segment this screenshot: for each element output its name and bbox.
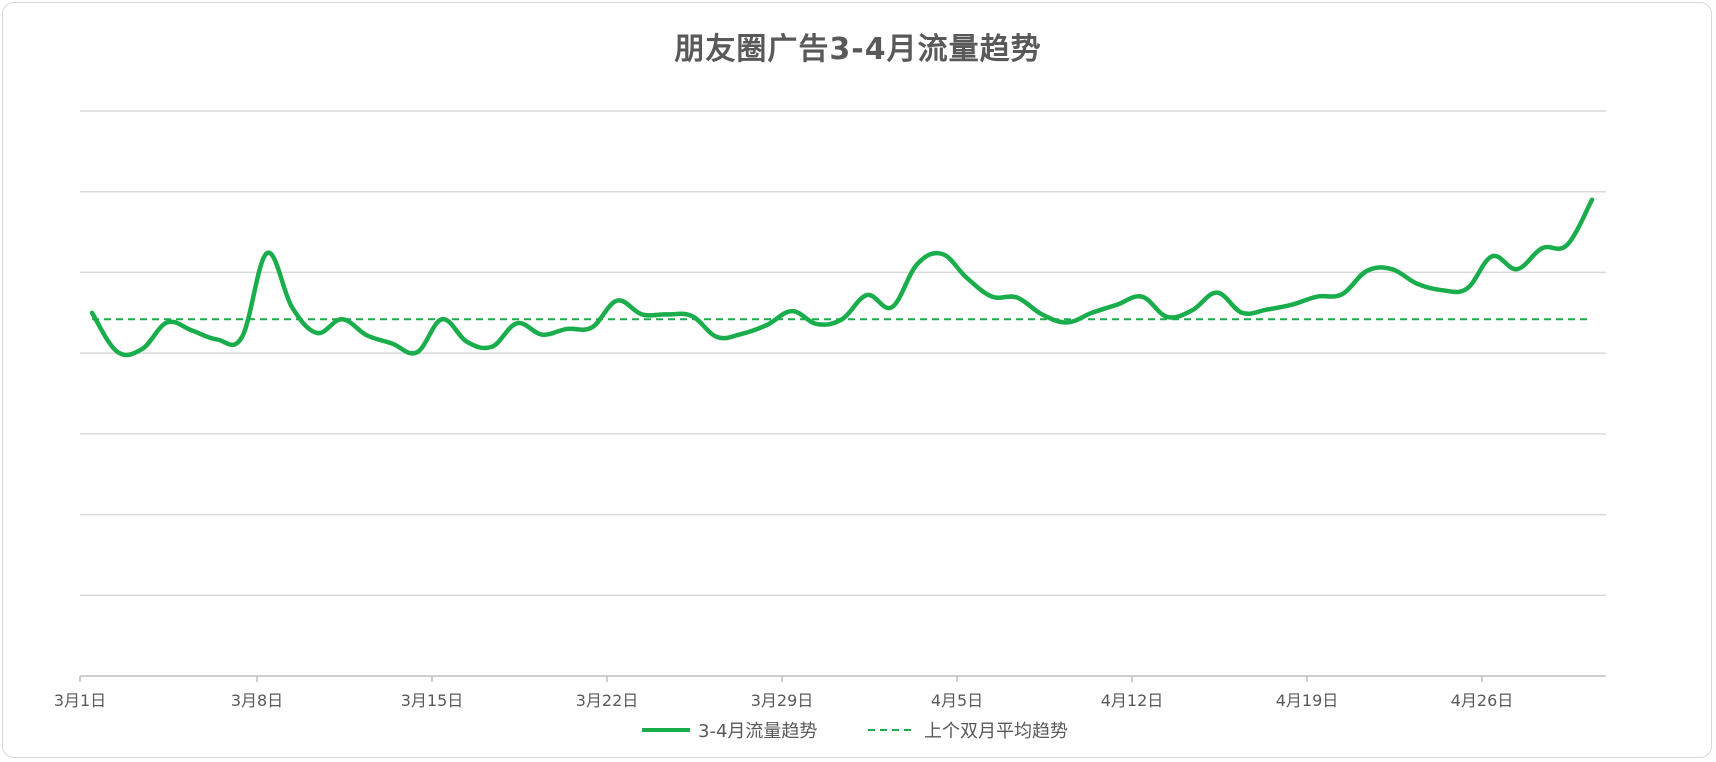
data-point bbox=[1090, 311, 1094, 315]
data-point bbox=[465, 340, 469, 344]
data-point bbox=[1540, 246, 1544, 250]
data-point bbox=[1515, 267, 1519, 271]
data-point bbox=[440, 317, 444, 321]
data-point bbox=[1565, 243, 1569, 247]
legend-item-previous[interactable]: 上个双月平均趋势 bbox=[866, 716, 1068, 744]
data-point bbox=[965, 276, 969, 280]
data-point bbox=[640, 312, 644, 316]
data-point bbox=[415, 350, 419, 354]
legend-label-previous: 上个双月平均趋势 bbox=[924, 721, 1068, 742]
data-point bbox=[1490, 254, 1494, 258]
data-point bbox=[1190, 308, 1194, 312]
data-point bbox=[290, 305, 294, 309]
gridlines bbox=[80, 110, 1606, 597]
data-point bbox=[890, 305, 894, 309]
data-point bbox=[90, 311, 94, 315]
data-point bbox=[340, 317, 344, 321]
legend-swatch-dashed bbox=[868, 729, 916, 731]
data-point bbox=[740, 332, 744, 336]
data-point bbox=[565, 327, 569, 331]
data-point bbox=[1115, 303, 1119, 307]
x-tick-label: 4月19日 bbox=[1276, 691, 1339, 710]
x-tick-label: 3月29日 bbox=[751, 691, 814, 710]
data-point bbox=[540, 333, 544, 337]
x-tick-label: 4月5日 bbox=[931, 691, 983, 710]
chart-title: 朋友圈广告3-4月流量趋势 bbox=[674, 32, 1042, 67]
data-point bbox=[165, 320, 169, 324]
data-point bbox=[1440, 288, 1444, 292]
data-point bbox=[1365, 269, 1369, 273]
data-point bbox=[315, 331, 319, 335]
x-tick-label: 3月22日 bbox=[576, 691, 639, 710]
data-point bbox=[115, 350, 119, 354]
data-point bbox=[1065, 320, 1069, 324]
x-tick-label: 3月1日 bbox=[54, 691, 106, 710]
data-point bbox=[665, 312, 669, 316]
data-point bbox=[815, 322, 819, 326]
legend: 3-4月流量趋势 上个双月平均趋势 bbox=[0, 716, 1716, 744]
data-point bbox=[190, 329, 194, 333]
data-point bbox=[990, 295, 994, 299]
data-point bbox=[1315, 295, 1319, 299]
data-point bbox=[690, 314, 694, 318]
legend-swatch-solid bbox=[642, 728, 690, 732]
data-point bbox=[1415, 282, 1419, 286]
data-point bbox=[590, 325, 594, 329]
data-point bbox=[215, 337, 219, 341]
data-point bbox=[1590, 198, 1594, 202]
data-point bbox=[1140, 295, 1144, 299]
data-point bbox=[1340, 292, 1344, 296]
data-point bbox=[840, 317, 844, 321]
data-point bbox=[715, 335, 719, 339]
data-point bbox=[1240, 311, 1244, 315]
x-tick-label: 3月8日 bbox=[231, 691, 283, 710]
data-point bbox=[240, 335, 244, 339]
data-point bbox=[1015, 295, 1019, 299]
data-point bbox=[1215, 291, 1219, 295]
data-point bbox=[1465, 287, 1469, 291]
data-point bbox=[615, 299, 619, 303]
x-tick-label: 3月15日 bbox=[401, 691, 464, 710]
x-tick-label: 4月26日 bbox=[1451, 691, 1514, 710]
data-point bbox=[940, 252, 944, 256]
data-point bbox=[1390, 267, 1394, 271]
data-point bbox=[915, 262, 919, 266]
data-point bbox=[515, 321, 519, 325]
legend-item-current[interactable]: 3-4月流量趋势 bbox=[640, 716, 817, 744]
data-point bbox=[365, 333, 369, 337]
x-axis: 3月1日 3月8日 3月15日 3月22日 3月29日 4月5日 4月12日 4月19日 4月2… bbox=[54, 675, 1606, 710]
x-tick-label: 4月12日 bbox=[1101, 691, 1164, 710]
data-point bbox=[765, 323, 769, 327]
data-point bbox=[1265, 308, 1269, 312]
series-group bbox=[89, 197, 1595, 358]
legend-label-current: 3-4月流量趋势 bbox=[698, 721, 818, 742]
data-point bbox=[390, 341, 394, 345]
data-point bbox=[140, 347, 144, 351]
data-point bbox=[1290, 303, 1294, 307]
data-point bbox=[1165, 315, 1169, 319]
data-point bbox=[790, 309, 794, 313]
data-point bbox=[865, 293, 869, 297]
data-point bbox=[265, 251, 269, 255]
data-point bbox=[1040, 312, 1044, 316]
data-point bbox=[490, 345, 494, 349]
